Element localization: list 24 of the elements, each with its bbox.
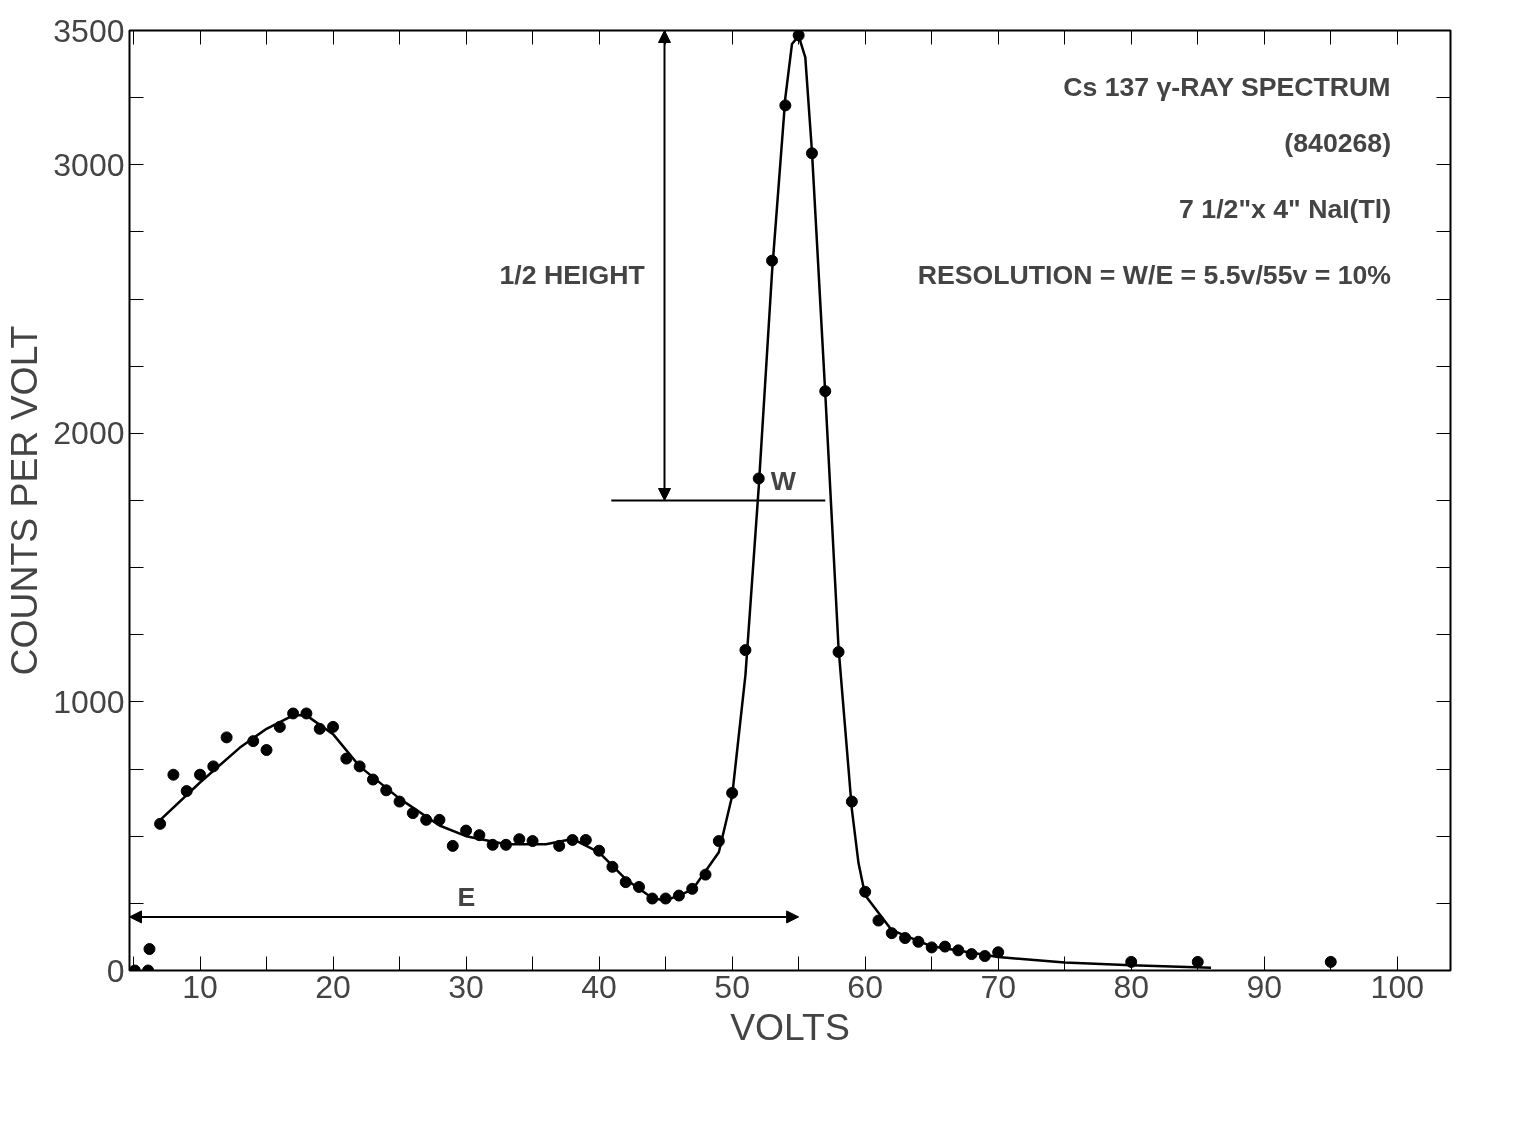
y-tick-label: 0 bbox=[106, 952, 125, 989]
x-tick-label: 80 bbox=[1113, 968, 1150, 1005]
annotation: 1/2 HEIGHT bbox=[499, 259, 645, 290]
x-tick-label: 50 bbox=[714, 968, 750, 1005]
annotation: W bbox=[770, 465, 797, 496]
x-tick-label: 30 bbox=[448, 968, 484, 1005]
x-tick-label: 100 bbox=[1370, 968, 1424, 1005]
annotation: (840268) bbox=[1284, 128, 1392, 159]
annotation: E bbox=[457, 882, 476, 913]
annotation: 7 1/2"x 4" NaI(Tl) bbox=[1179, 194, 1392, 225]
x-axis-title: VOLTS bbox=[730, 1005, 850, 1048]
x-tick-label: 90 bbox=[1246, 968, 1283, 1005]
x-tick-label: 60 bbox=[847, 968, 883, 1005]
x-tick-label: 70 bbox=[980, 968, 1016, 1005]
x-tick-label: 10 bbox=[182, 968, 218, 1005]
y-tick-label: 3000 bbox=[53, 146, 125, 183]
x-tick-label: 20 bbox=[315, 968, 351, 1005]
y-tick-label: 2000 bbox=[53, 415, 125, 452]
annotation: RESOLUTION = W/E = 5.5v/55v = 10% bbox=[917, 259, 1392, 290]
annotation: Cs 137 γ-RAY SPECTRUM bbox=[1063, 71, 1391, 102]
y-axis-title: COUNTS PER VOLT bbox=[3, 325, 46, 676]
y-tick-label: 1000 bbox=[53, 683, 125, 720]
x-tick-label: 40 bbox=[581, 968, 617, 1005]
y-tick-label: 3500 bbox=[53, 12, 125, 49]
